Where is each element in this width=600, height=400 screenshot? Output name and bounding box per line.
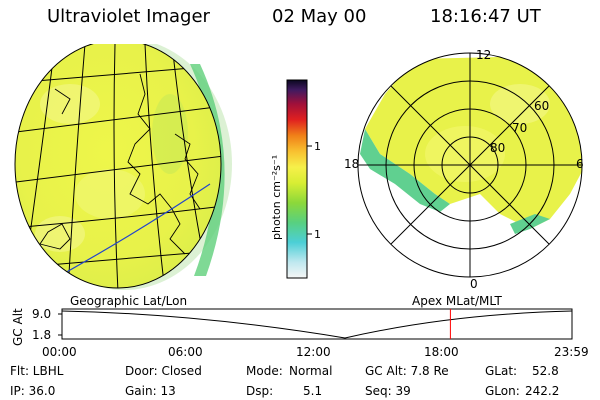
filter-readout: Flt: LBHL (10, 364, 64, 378)
mlt-label-noon: 12 (476, 48, 491, 62)
altitude-ytick-label: 9.0 (32, 307, 51, 321)
mlt-label-midnight: 0 (470, 277, 478, 291)
ip-readout: IP: 36.0 (10, 384, 56, 398)
dsp-value: 5.1 (303, 384, 323, 398)
mlat-label-80: 80 (490, 141, 505, 155)
glon-value: 242.2 (525, 384, 560, 398)
gc-alt-readout: GC Alt: 7.8 Re (365, 364, 449, 378)
altitude-ylabel: GC Alt (11, 308, 25, 346)
glat-value: 52.8 (532, 364, 559, 378)
left-panel-label: Geographic Lat/Lon (70, 294, 188, 308)
right-panel-label: Apex MLat/MLT (412, 294, 502, 308)
glat-label: GLat: (485, 364, 518, 378)
globe-speckles (35, 84, 188, 252)
altitude-xtick-label: 12:00 (296, 345, 331, 359)
globe-limb (14, 44, 222, 289)
altitude-xtick-label: 06:00 (168, 345, 203, 359)
polar-mlat-mlt-plot: 12 18 6 0 60 70 80 (344, 48, 584, 291)
glon-label: GLon: (485, 384, 520, 398)
mlat-label-70: 70 (512, 121, 527, 135)
altitude-curve (61, 310, 573, 339)
geographic-globe-image (14, 44, 232, 290)
colorbar-tick-label: 100 (314, 140, 320, 153)
altitude-xtick-label: 00:00 (42, 345, 77, 359)
mlat-label-60: 60 (534, 99, 549, 113)
colorbar-tick-label: 10 (314, 228, 320, 241)
altitude-xtick-label: 23:59 (554, 345, 589, 359)
mode-value: Normal (289, 364, 333, 378)
colorbar: 100 10 photon cm⁻²s⁻¹ (270, 79, 320, 279)
altitude-plot: 9.0 1.8 GC Alt 00:00 06:00 12:00 18:00 2… (11, 307, 589, 359)
polar-grid (357, 52, 583, 278)
colorbar-gradient (286, 79, 308, 279)
dsp-label: Dsp: (246, 384, 274, 398)
observation-date: 02 May 00 (272, 6, 367, 27)
altitude-plot-frame (61, 308, 573, 340)
gain-readout: Gain: 13 (125, 384, 176, 398)
door-readout: Door: Closed (125, 364, 202, 378)
altitude-ytick-label: 1.8 (32, 328, 51, 342)
observation-time: 18:16:47 UT (430, 6, 541, 27)
polar-emission (360, 56, 582, 234)
colorbar-unit-label: photon cm⁻²s⁻¹ (270, 155, 283, 240)
mode-label: Mode: (246, 364, 283, 378)
mlt-label-dusk: 18 (344, 157, 359, 171)
altitude-xtick-label: 18:00 (424, 345, 459, 359)
instrument-title: Ultraviolet Imager (47, 6, 210, 27)
mlt-label-dawn: 6 (576, 157, 584, 171)
seq-readout: Seq: 39 (365, 384, 411, 398)
globe-limb-glow (190, 64, 225, 276)
